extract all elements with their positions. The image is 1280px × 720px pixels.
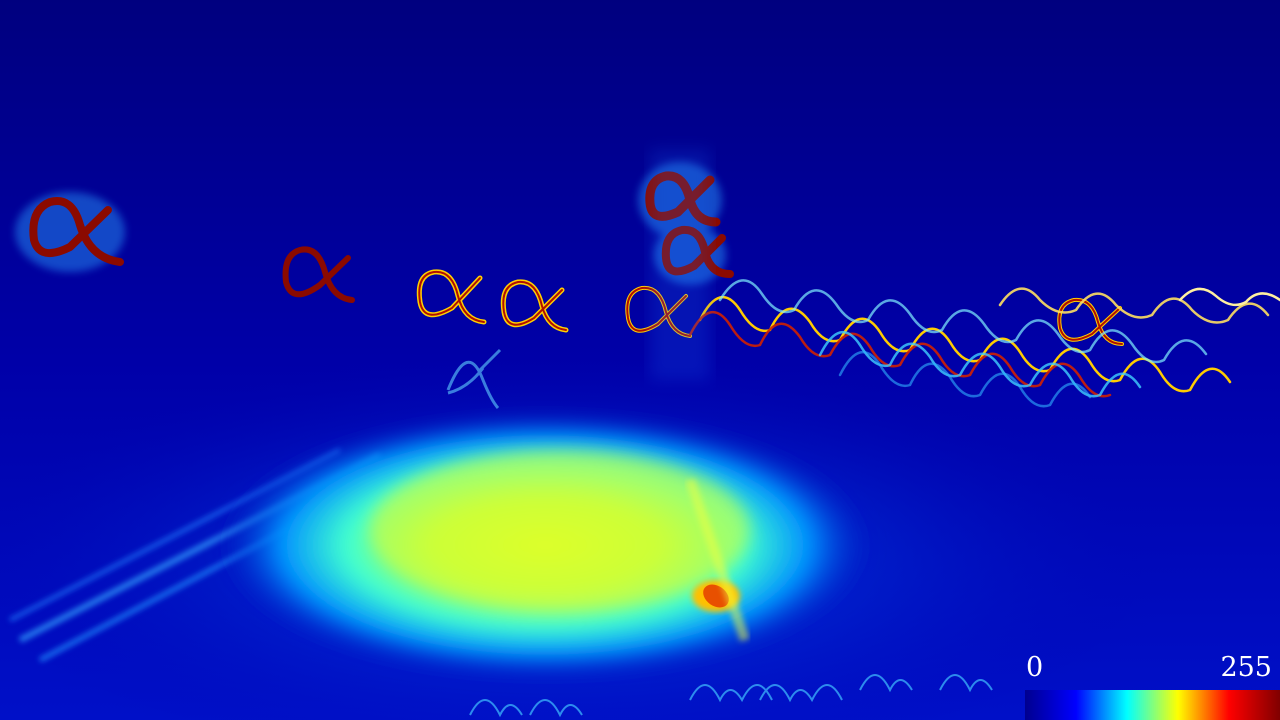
colorbar: 0 255 — [1025, 652, 1280, 720]
alpha-glyph-2 — [282, 246, 355, 303]
alpha-outline-1 — [416, 269, 487, 325]
diagonal-bright-line — [685, 478, 750, 642]
alpha-outline-4 — [1057, 297, 1124, 346]
vertical-glow — [650, 150, 710, 380]
alpha-outline-2 — [500, 279, 569, 333]
colorbar-min-label: 0 — [1026, 652, 1044, 683]
alpha-trail — [688, 279, 1280, 408]
faint-alpha-echo — [446, 348, 502, 409]
colorbar-gradient — [1025, 690, 1280, 720]
colorbar-max-label: 255 — [1220, 652, 1272, 683]
bright-core — [370, 450, 750, 610]
bottom-echo-traces — [469, 674, 993, 718]
alpha-glyph-1 — [29, 197, 124, 266]
